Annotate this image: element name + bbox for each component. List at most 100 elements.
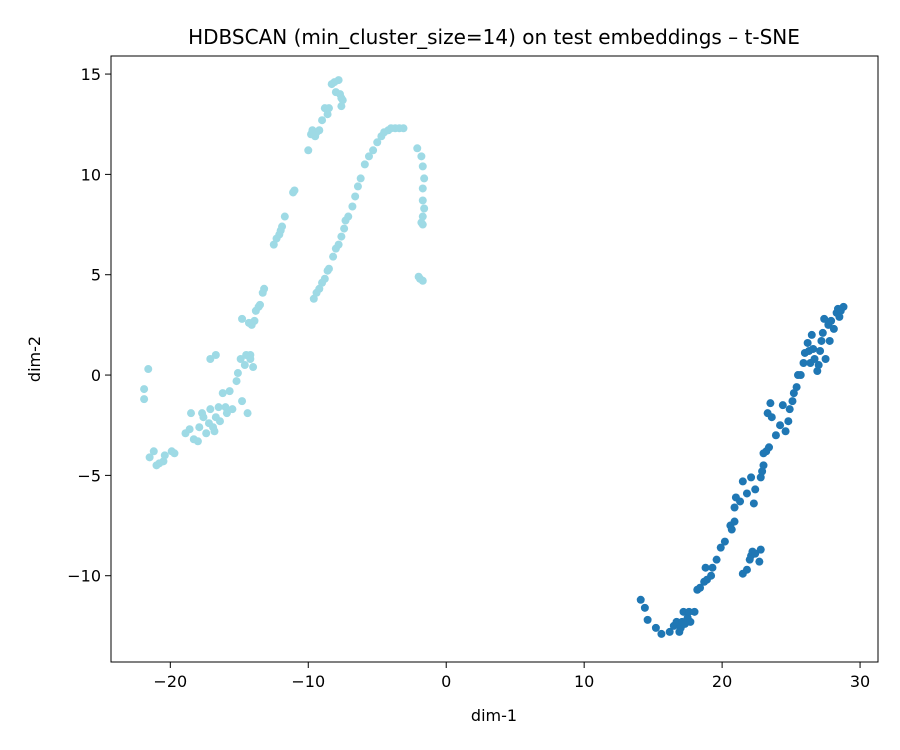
scatter-point-s1-39 [758,467,767,476]
scatter-point-s0-18 [199,413,208,422]
scatter-point-s1-50 [756,545,765,554]
scatter-point-s0-100 [373,138,382,147]
scatter-point-s1-7 [672,617,681,626]
y-tick-label: −5 [77,466,101,485]
scatter-point-s1-76 [816,346,825,355]
scatter-point-s0-10 [170,449,179,458]
scatter-point-s0-78 [337,102,346,111]
scatter-point-s0-93 [348,202,357,211]
scatter-point-s0-26 [215,417,224,426]
scatter-point-s0-29 [222,409,231,418]
scatter-point-s1-89 [835,312,844,321]
x-tick-label: 20 [712,672,732,691]
scatter-point-s1-52 [766,399,775,408]
scatter-point-s0-50 [255,300,264,309]
scatter-point-s0-110 [418,162,427,171]
x-axis-ticks: −20 −10 0 10 20 30 [153,662,870,691]
scatter-point-s1-0 [636,595,645,604]
scatter-point-s0-89 [337,232,346,241]
scatter-point-s1-33 [738,477,747,486]
scatter-point-s0-95 [353,182,362,191]
scatter-point-s1-63 [792,383,801,392]
scatter-point-s0-57 [278,222,287,231]
x-tick-label: −20 [153,672,187,691]
scatter-point-s1-54 [765,443,774,452]
scatter-point-s1-79 [820,314,829,323]
scatter-point-s0-107 [399,124,408,133]
scatter-point-s0-114 [420,204,429,213]
scatter-point-s1-62 [789,389,798,398]
scatter-point-s1-1 [640,603,649,612]
scatter-point-s0-34 [238,397,247,406]
scatter-point-s0-19 [202,429,211,438]
scatter-point-s1-88 [839,302,848,311]
scatter-point-s1-38 [756,473,765,482]
plot-frame [110,55,879,663]
scatter-point-s0-77 [338,96,347,105]
scatter-point-s0-61 [304,146,313,155]
scatter-point-s0-28 [221,403,230,412]
scatter-point-s0-117 [418,220,427,229]
scatter-point-s1-18 [696,583,705,592]
scatter-point-s1-66 [799,359,808,368]
scatter-point-s1-49 [755,557,764,566]
scatter-point-s1-14 [685,607,694,616]
scatter-point-s1-30 [730,503,739,512]
scatter-point-s0-35 [240,361,249,370]
scatter-point-s1-65 [796,371,805,380]
scatter-point-s0-25 [214,403,223,412]
scatter-point-s0-96 [356,174,365,183]
scatter-point-s0-4 [149,447,158,456]
scatter-point-s0-15 [193,437,202,446]
scatter-point-s1-83 [827,316,836,325]
scatter-point-s1-24 [712,555,721,564]
y-tick-label: −10 [67,567,101,586]
scatter-point-s1-55 [771,431,780,440]
scatter-point-s1-77 [817,336,826,345]
scatter-point-s0-36 [243,409,252,418]
y-tick-label: 15 [81,65,101,84]
scatter-point-s0-44 [238,314,247,323]
scatter-point-s0-27 [218,389,227,398]
scatter-point-s0-85 [324,264,333,273]
scatter-point-s1-58 [781,427,790,436]
scatter-point-s1-28 [727,525,736,534]
scatter-point-s0-16 [195,423,204,432]
scatter-point-s1-35 [747,473,756,482]
scatter-point-s0-86 [329,252,338,261]
scatter-point-s0-31 [228,405,237,414]
scatter-point-s1-12 [679,607,688,616]
scatter-point-s0-1 [140,395,149,404]
scatter-point-s0-23 [210,427,219,436]
scatter-point-s0-115 [418,212,427,221]
scatter-point-s0-66 [315,126,324,135]
scatter-point-s0-74 [334,76,343,85]
scatter-point-s1-34 [742,489,751,498]
scatter-point-s0-39 [206,355,215,363]
scatter-point-s0-92 [344,212,353,221]
scatter-point-s1-37 [751,485,760,494]
scatter-point-s1-3 [651,623,660,632]
scatter-point-s1-16 [690,607,699,616]
scatter-point-s0-120 [418,276,427,285]
scatter-point-s1-53 [767,413,776,422]
scatter-point-s1-60 [785,405,794,414]
scatter-point-s1-5 [665,627,674,636]
scatter-point-s1-29 [730,517,739,526]
scatter-point-s0-2 [144,365,153,374]
scatter-point-s0-3 [145,453,154,462]
scatter-point-s1-22 [707,571,716,580]
x-axis-label: dim-1 [471,706,517,725]
scatter-point-s1-61 [788,397,797,406]
scatter-point-s1-44 [742,565,751,574]
scatter-point-s1-75 [814,361,823,370]
scatter-point-s0-98 [364,152,373,161]
scatter-point-s1-36 [749,499,758,508]
points-layer [140,76,848,638]
scatter-point-s1-80 [821,355,830,363]
scatter-point-s1-71 [807,330,816,339]
scatter-point-s0-33 [233,369,242,378]
x-tick-label: 0 [441,672,451,691]
scatter-point-s0-58 [280,212,289,221]
